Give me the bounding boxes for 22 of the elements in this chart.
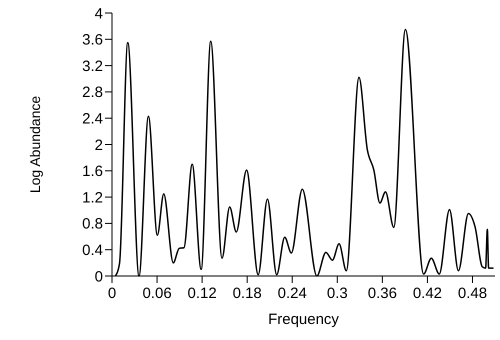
x-tick-label: 0.24 — [278, 285, 307, 302]
y-axis-title: Log Abundance — [27, 96, 43, 194]
y-tick-label: 1.2 — [82, 189, 103, 206]
y-tick-label: 0 — [94, 268, 103, 286]
x-tick-label: 0.48 — [458, 285, 488, 302]
y-tick-label: 4 — [94, 5, 103, 22]
x-tick-label: 0 — [108, 285, 116, 302]
y-tick-label: 3.6 — [82, 32, 103, 49]
x-tick-label: 0.06 — [142, 285, 172, 302]
y-tick-label: 0.8 — [82, 216, 103, 233]
y-tick-label: 2 — [94, 136, 103, 154]
y-tick-label: 3.2 — [82, 58, 103, 75]
x-tick-label: 0.3 — [326, 285, 348, 302]
x-tick-label: 0.12 — [188, 285, 217, 302]
x-axis-title: Frequency — [268, 311, 340, 328]
x-tick-label: 0.18 — [232, 285, 262, 302]
y-tick-label: 2.8 — [82, 84, 103, 102]
x-tick-label: 0.42 — [412, 285, 442, 302]
x-tick-label: 0.36 — [368, 285, 397, 302]
y-tick-label: 0.4 — [82, 242, 103, 259]
y-tick-label: 1.6 — [82, 163, 103, 180]
y-tick-label: 2.4 — [82, 110, 103, 128]
